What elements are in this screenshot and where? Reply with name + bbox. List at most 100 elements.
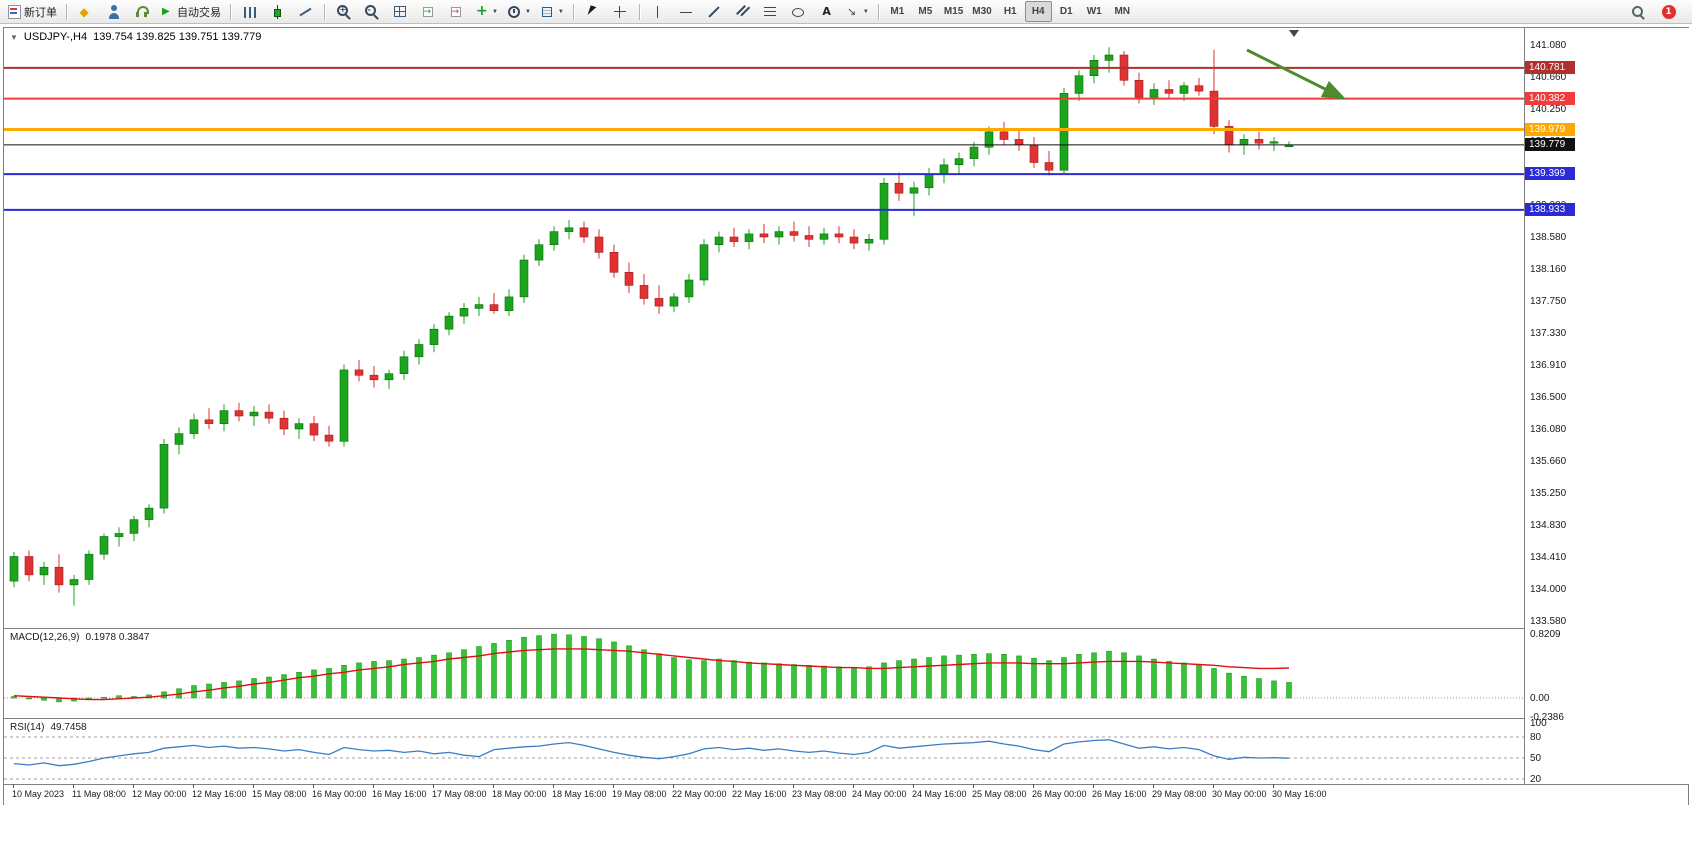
zoom-out-button[interactable]: - [358, 1, 385, 22]
macd-histogram-bar [236, 680, 242, 699]
new-chart-button[interactable]: ▼ [470, 1, 502, 22]
line-chart-button[interactable] [292, 1, 319, 22]
candle [354, 359, 364, 382]
vertical-line-button[interactable] [645, 1, 672, 22]
channel-button[interactable] [729, 1, 756, 22]
candle [369, 366, 379, 388]
timeframe-w1[interactable]: W1 [1081, 1, 1108, 22]
macd-histogram-bar [116, 695, 122, 699]
timeframe-h1[interactable]: H1 [997, 1, 1024, 22]
new-order-icon [8, 4, 21, 19]
macd-histogram-bar [1136, 655, 1142, 699]
support-button[interactable] [128, 1, 155, 22]
candle [309, 415, 319, 442]
timeframe-m5[interactable]: M5 [912, 1, 939, 22]
candle [1029, 137, 1039, 168]
search-button[interactable] [1624, 1, 1651, 22]
arrows-tool-button[interactable]: ▼ [841, 1, 873, 22]
macd-histogram-bar [581, 636, 587, 699]
auto-trading-button[interactable]: 自动交易 [156, 1, 225, 22]
macd-histogram-bar [656, 653, 662, 699]
candle [279, 410, 289, 436]
macd-histogram-bar [716, 658, 722, 699]
trend-arrow-annotation[interactable] [1246, 48, 1347, 100]
timeframe-h4[interactable]: H4 [1024, 1, 1052, 22]
timeframe-mn[interactable]: MN [1109, 1, 1136, 22]
shapes-button[interactable] [785, 1, 812, 22]
candlestick-button[interactable] [264, 1, 291, 22]
text-tool-button[interactable] [813, 1, 840, 22]
toolbar-separator [572, 3, 574, 20]
candle [249, 405, 259, 426]
candle [639, 273, 649, 305]
notifications-button[interactable]: 1 [1655, 1, 1682, 22]
bar-chart-button[interactable] [236, 1, 263, 22]
tile-windows-button[interactable] [386, 1, 413, 22]
rsi-indicator-pane[interactable] [4, 720, 1524, 784]
horizontal-line-button[interactable] [673, 1, 700, 22]
macd-histogram-bar [296, 672, 302, 699]
chart-title: USDJPY-,H4 [23, 31, 88, 43]
chevron-down-icon: ▼ [492, 8, 498, 15]
trendline-button[interactable] [701, 1, 728, 22]
candle [624, 262, 634, 294]
time-axis-label: 15 May 08:00 [252, 784, 307, 799]
timeframe-m1-label: M1 [890, 6, 905, 17]
candle [324, 425, 334, 447]
trendline-icon [707, 5, 721, 19]
candle [1224, 120, 1234, 153]
templates-button[interactable]: ▼ [536, 1, 568, 22]
text-icon [819, 5, 833, 19]
candle [1044, 150, 1054, 176]
auto-scroll-button[interactable] [414, 1, 441, 22]
new-order-button[interactable]: 新订单 [4, 1, 61, 22]
chart-shift-button[interactable] [442, 1, 469, 22]
charts-wizard-button[interactable] [72, 1, 99, 22]
cursor-icon [585, 5, 599, 19]
macd-histogram-bar [101, 696, 107, 699]
vline-icon [651, 5, 665, 19]
chart-shift-marker[interactable] [1289, 30, 1299, 37]
timeframe-d1[interactable]: D1 [1053, 1, 1080, 22]
time-axis[interactable]: 10 May 2023 11 May 08:00 12 May 00:00 12 Ma… [4, 784, 1688, 805]
chart-collapse-button[interactable]: ▼ [10, 32, 18, 42]
macd-histogram-bar [281, 674, 287, 699]
channel-icon [735, 5, 749, 19]
price-axis-tick: 141.080 [1530, 40, 1567, 51]
rsi-scale-label: 80 [1530, 732, 1542, 743]
macd-histogram-bar [596, 638, 602, 699]
candle [174, 427, 184, 455]
macd-signal-line [13, 648, 1290, 701]
fibonacci-button[interactable] [757, 1, 784, 22]
rsi-pane-separator[interactable] [4, 718, 1688, 721]
timeframe-m1[interactable]: M1 [884, 1, 911, 22]
macd-histogram-bar [956, 654, 962, 699]
time-axis-label: 19 May 08:00 [612, 784, 667, 799]
price-axis[interactable]: 141.080140.660140.250139.830139.410139.0… [1524, 28, 1689, 785]
crosshair-tool-button[interactable] [607, 1, 634, 22]
tile-icon [393, 5, 407, 19]
timeframe-m30[interactable]: M30 [968, 1, 995, 22]
macd-histogram-bar [1061, 657, 1067, 699]
chevron-down-icon: ▼ [557, 8, 564, 15]
crosshair-icon [613, 5, 627, 19]
time-axis-label: 22 May 16:00 [732, 784, 787, 799]
market-watch-button[interactable] [100, 1, 127, 22]
periods-button[interactable]: ▼ [503, 1, 535, 22]
zoom-in-button[interactable]: + [330, 1, 357, 22]
macd-indicator-pane[interactable] [4, 630, 1524, 718]
price-line-tag: 138.933 [1525, 203, 1575, 216]
main-price-chart[interactable] [4, 28, 1524, 628]
macd-pane-separator[interactable] [4, 628, 1688, 631]
cursor-tool-button[interactable] [579, 1, 606, 22]
macd-histogram-bar [1151, 658, 1157, 699]
price-line-tag: 139.779 [1525, 138, 1575, 151]
chart-window: 141.080140.660140.250139.830139.410139.0… [3, 27, 1689, 805]
candle [924, 167, 934, 196]
candle [24, 550, 34, 582]
candle [984, 126, 994, 155]
macd-histogram-bar [851, 667, 857, 699]
macd-histogram-bar [536, 635, 542, 699]
timeframe-m15[interactable]: M15 [940, 1, 967, 22]
template-icon [540, 5, 554, 19]
